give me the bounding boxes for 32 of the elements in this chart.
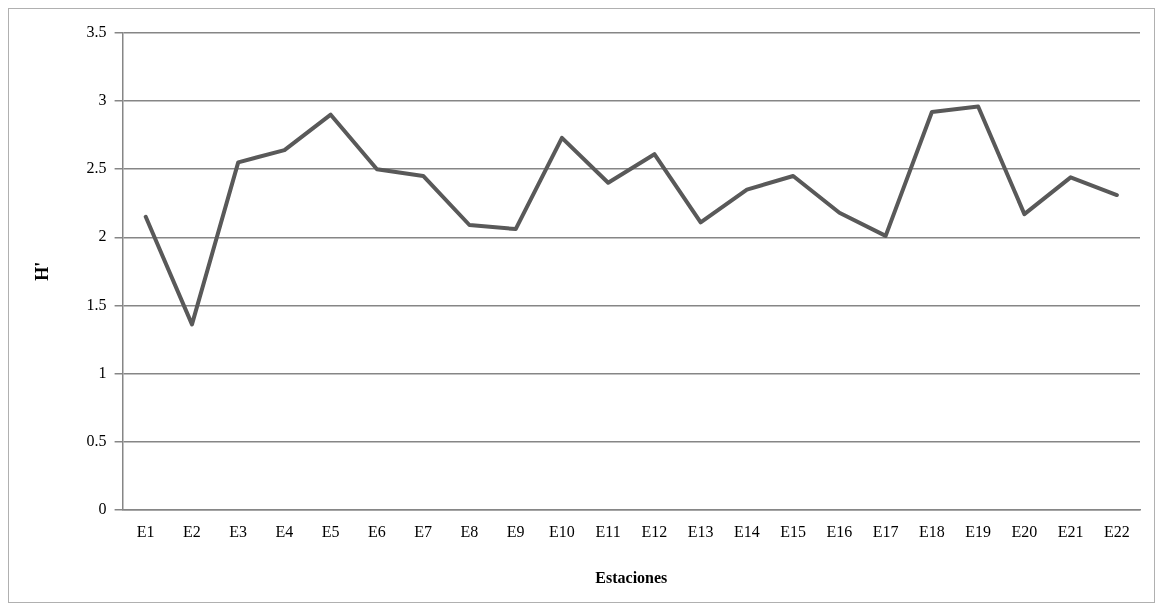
y-tick-label: 0.5	[86, 431, 107, 449]
y-tick-label: 2.5	[86, 159, 107, 177]
x-tick-label: E22	[1103, 523, 1130, 541]
x-tick-label: E16	[826, 523, 853, 541]
y-axis-title: H'	[32, 261, 53, 281]
x-tick-label: E6	[368, 523, 386, 541]
x-tick-label: E20	[1011, 523, 1038, 541]
x-tick-label: E3	[229, 523, 248, 541]
x-tick-label: E4	[275, 523, 294, 541]
x-tick-label: E12	[641, 523, 668, 541]
x-tick-label: E19	[965, 523, 992, 541]
x-tick-label: E15	[780, 523, 807, 541]
y-tick-label: 2	[98, 227, 107, 245]
x-tick-label: E5	[321, 523, 340, 541]
x-tick-label: E9	[506, 523, 525, 541]
x-tick-label: E13	[687, 523, 714, 541]
y-tick-label: 3	[98, 91, 107, 109]
x-tick-label: E10	[549, 523, 575, 541]
y-tick-label: 1	[98, 363, 107, 381]
x-tick-label: E1	[136, 523, 155, 541]
x-tick-label: E18	[919, 523, 945, 541]
x-tick-label: E7	[414, 523, 433, 541]
x-tick-label: E14	[734, 523, 760, 541]
x-tick-label: E21	[1057, 523, 1084, 541]
y-tick-label: 1.5	[86, 295, 107, 313]
x-tick-label: E11	[595, 523, 621, 541]
x-axis-title: Estaciones	[595, 568, 668, 586]
x-tick-label: E17	[872, 523, 899, 541]
y-tick-label: 0	[98, 499, 107, 517]
x-tick-label: E2	[183, 523, 201, 541]
x-tick-label: E8	[460, 523, 479, 541]
y-tick-label: 3.5	[86, 23, 107, 41]
